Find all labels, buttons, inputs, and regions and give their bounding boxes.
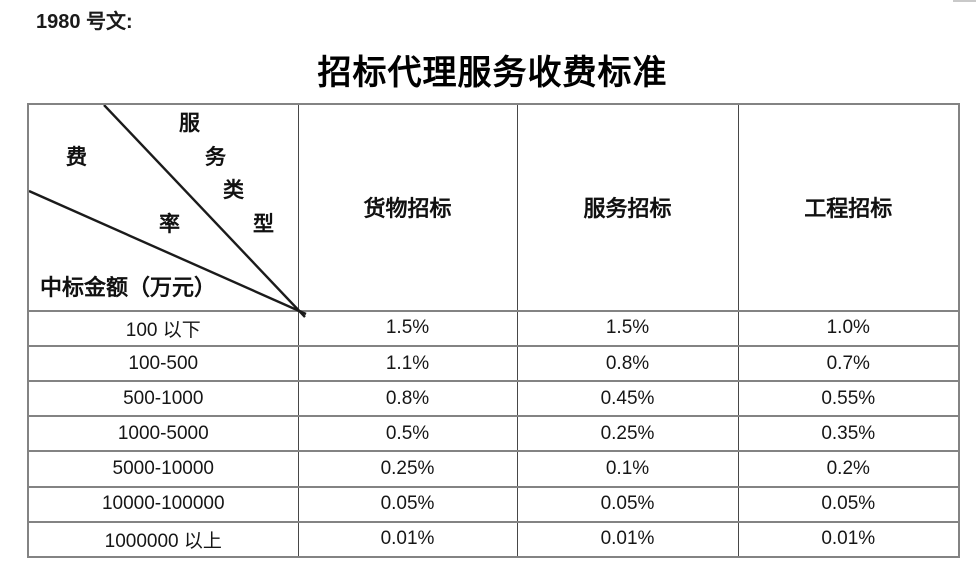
fee-value-cell: 1.0%: [737, 309, 960, 348]
fee-value-cell: 0.5%: [297, 415, 518, 453]
fee-value-cell: 0.05%: [516, 485, 739, 523]
column-header-goods: 货物招标: [297, 103, 518, 312]
table-row: 100-500 1.1% 0.8% 0.7%: [27, 345, 960, 383]
fee-value-cell: 0.25%: [516, 415, 739, 453]
corner-fee-rate-char: 率: [159, 212, 180, 236]
table-row: 5000-10000 0.25% 0.1% 0.2%: [27, 450, 960, 488]
fee-value-cell: 0.7%: [737, 345, 960, 383]
doc-reference-label: 1980 号文:: [36, 11, 133, 33]
fee-value-cell: 0.45%: [516, 380, 739, 418]
fee-value-cell: 0.05%: [737, 485, 960, 523]
fee-value-cell: 0.01%: [297, 520, 518, 559]
fee-value-cell: 0.01%: [516, 520, 739, 559]
row-range-cell: 1000-5000: [27, 415, 299, 453]
fee-value-cell: 0.1%: [516, 450, 739, 488]
table-row: 10000-100000 0.05% 0.05% 0.05%: [27, 485, 960, 523]
fee-value-cell: 0.25%: [297, 450, 518, 488]
fee-value-cell: 0.01%: [737, 520, 960, 559]
row-range-cell: 500-1000: [27, 380, 299, 418]
corner-service-type-char: 型: [253, 212, 274, 236]
fee-value-cell: 0.2%: [737, 450, 960, 488]
diagonal-header-cell: 服 务 类 型 费 率 中标金额（万元）: [27, 103, 307, 318]
fee-value-cell: 0.35%: [737, 415, 960, 453]
table-row: 100 以下 1.5% 1.5% 1.0%: [27, 309, 960, 348]
corner-service-type-char: 务: [205, 145, 226, 169]
amount-axis-label: 中标金额（万元）: [40, 275, 217, 300]
fee-value-cell: 0.8%: [516, 345, 739, 383]
table-header-row: 服 务 类 型 费 率 中标金额（万元） 货物招标 服务招标 工程招标: [27, 103, 960, 318]
fee-value-cell: 0.05%: [297, 485, 518, 523]
fee-value-cell: 0.8%: [297, 380, 518, 418]
fee-value-cell: 0.55%: [737, 380, 960, 418]
corner-service-type-char: 服: [179, 111, 200, 135]
fee-value-cell: 1.1%: [297, 345, 518, 383]
table-row: 500-1000 0.8% 0.45% 0.55%: [27, 380, 960, 418]
row-range-cell: 100-500: [27, 345, 299, 383]
fee-value-cell: 1.5%: [516, 309, 739, 348]
fee-standard-table: 服 务 类 型 费 率 中标金额（万元） 货物招标 服务招标 工程招标 100 …: [27, 103, 960, 559]
row-range-cell: 10000-100000: [27, 485, 299, 523]
row-range-cell: 1000000 以上: [27, 520, 299, 559]
column-header-engineering: 工程招标: [737, 103, 960, 312]
row-range-cell: 100 以下: [27, 309, 299, 348]
corner-fee-rate-char: 费: [66, 145, 87, 169]
row-range-cell: 5000-10000: [27, 450, 299, 488]
page-title: 招标代理服务收费标准: [317, 55, 668, 92]
screen-edge-artifact: [953, 0, 976, 2]
table-row: 1000-5000 0.5% 0.25% 0.35%: [27, 415, 960, 453]
corner-service-type-char: 类: [223, 178, 244, 202]
table-row: 1000000 以上 0.01% 0.01% 0.01%: [27, 520, 960, 559]
fee-value-cell: 1.5%: [297, 309, 518, 348]
column-header-services: 服务招标: [516, 103, 739, 312]
